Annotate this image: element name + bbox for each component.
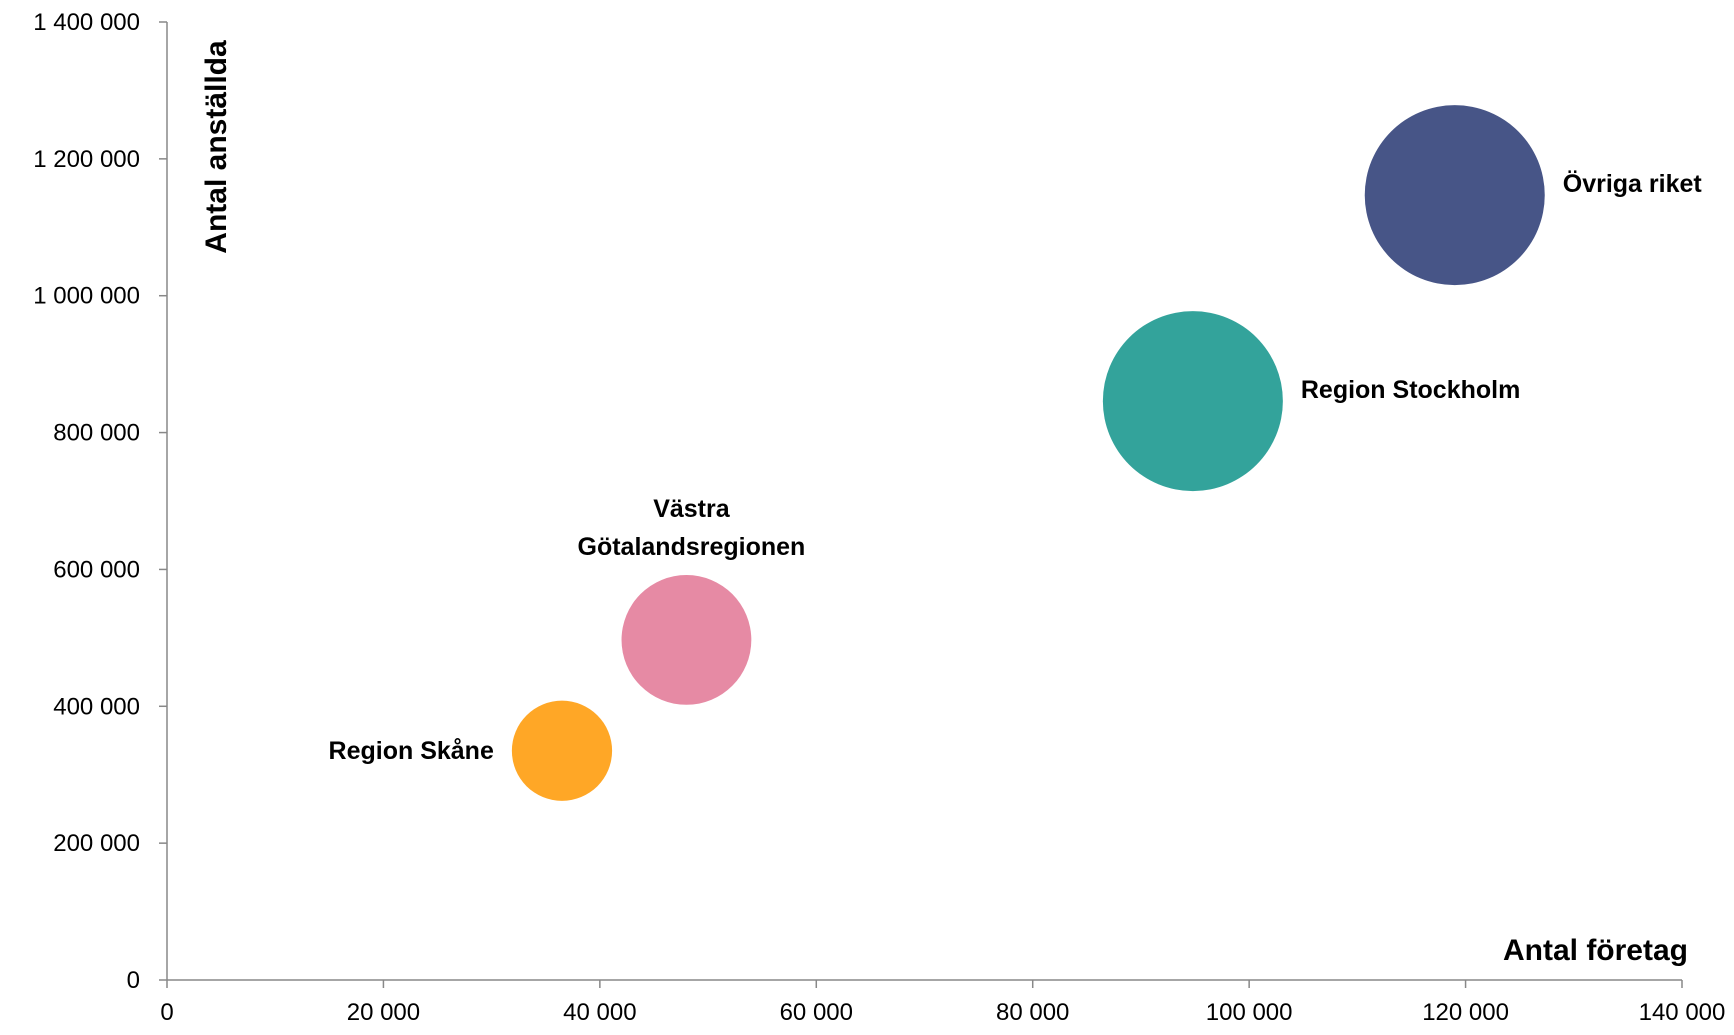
- y-axis-title: Antal anställda: [200, 40, 233, 254]
- bubble: [511, 700, 613, 801]
- y-tick-label: 1 200 000: [33, 146, 140, 173]
- x-tick-label: 40 000: [563, 999, 636, 1026]
- y-tick-label: 400 000: [53, 693, 140, 720]
- ticks-layer: 0 20 000 40 000 60 000 80 000 100 000 120 000 1…: [33, 9, 1725, 1026]
- bubble: [621, 575, 752, 705]
- x-axis-title: Antal företag: [1503, 934, 1688, 967]
- bubble-label: Region Stockholm: [1301, 376, 1520, 404]
- bubble: [1364, 105, 1545, 286]
- y-tick-label: 800 000: [53, 420, 140, 447]
- bubble: [1102, 311, 1283, 492]
- y-tick-label: 600 000: [53, 556, 140, 583]
- bubble-label: Övriga riket: [1563, 169, 1703, 198]
- x-tick-label: 20 000: [347, 999, 420, 1026]
- x-tick-label: 100 000: [1206, 999, 1293, 1026]
- y-tick-label: 200 000: [53, 830, 140, 857]
- bubble-label: Götalandsregionen: [578, 533, 806, 561]
- bubble-label: Västra: [653, 495, 731, 523]
- bubble-labels-layer: Region Skåne Västra Götalandsregionen Regio…: [329, 169, 1703, 765]
- x-tick-label: 80 000: [996, 999, 1069, 1026]
- x-tick-label: 120 000: [1422, 999, 1509, 1026]
- x-tick-label: 140 000: [1639, 999, 1726, 1026]
- bubbles-layer: [511, 105, 1545, 801]
- x-tick-label: 60 000: [780, 999, 853, 1026]
- y-tick-label: 0: [127, 967, 140, 994]
- x-tick-label: 0: [160, 999, 173, 1026]
- y-tick-label: 1 000 000: [33, 283, 140, 310]
- y-tick-label: 1 400 000: [33, 9, 140, 36]
- bubble-label: Region Skåne: [329, 737, 494, 765]
- axes-layer: [166, 22, 1682, 981]
